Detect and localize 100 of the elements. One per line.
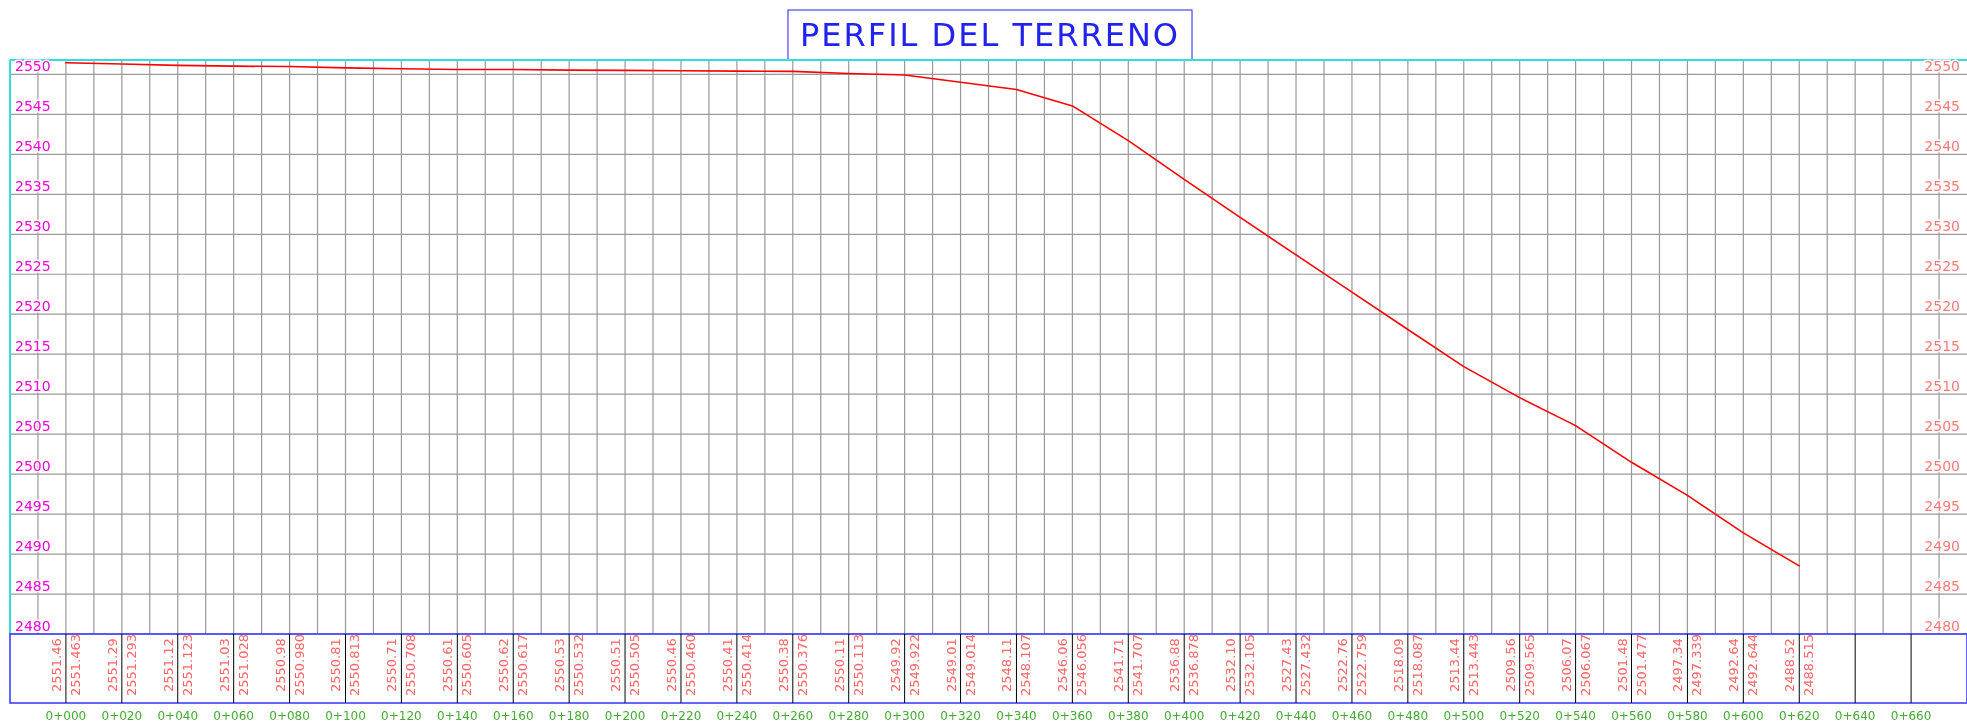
x-tick-label: 0+200 [604,709,646,724]
x-tick-label: 0+180 [548,709,590,724]
y2-tick-label: 2485 [1924,578,1960,595]
x-tick-label: 0+160 [492,709,534,724]
x-tick-label: 0+140 [437,709,478,724]
x-tick-label: 0+300 [884,709,925,724]
data-label: 2550.113 [850,633,866,696]
text: 2551.12 [160,638,176,692]
y-tick-label: 2505 [15,418,51,435]
data-label: 2532.105 [1242,633,1258,696]
x-tick-label: 0+500 [1443,709,1485,724]
x-tick-label: 0+380 [1107,709,1149,724]
text: 2506.07 [1558,638,1574,692]
x-tick-label: 0+040 [157,709,199,724]
text: 2550.62 [496,638,512,692]
text: 2550.38 [775,638,791,692]
x-tick-label: 0+480 [1387,709,1429,724]
text: 2550.98 [272,638,288,692]
y2-tick-label: 2540 [1924,138,1960,155]
x-tick-label: 0+660 [1890,709,1932,724]
data-label: 2548.107 [1018,633,1034,696]
y2-tick-label: 2480 [1924,618,1960,634]
data-label: 2492.644 [1745,633,1761,696]
text: 2509.56 [1502,638,1518,692]
data-label: 2551.028 [235,633,251,696]
text: 2550.61 [440,638,456,692]
data-label: 2550.980 [291,633,307,696]
data-label: 2550.414 [738,633,754,696]
x-tick-label: 0+260 [772,709,814,724]
text: 2527.43 [1279,638,1295,692]
text: 2551.46 [48,638,64,692]
text: 2522.76 [1334,638,1350,692]
x-tick-label: 0+420 [1219,709,1261,724]
y-tick-label: 2495 [15,498,51,515]
text: 2549.92 [887,638,903,692]
x-tick-label: 0+000 [45,709,87,724]
x-tick-label: 0+360 [1052,709,1093,724]
text: 2513.44 [1446,638,1462,692]
y-tick-label: 2530 [15,218,51,235]
text: 2518.09 [1390,638,1406,692]
data-label: 2541.707 [1130,633,1146,696]
y-tick-label: 2540 [15,138,51,155]
text: 2550.11 [831,638,847,692]
y2-tick-label: 2490 [1924,538,1960,555]
data-label: 2550.505 [627,633,643,696]
text: 2550.71 [384,638,400,692]
text: 2550.46 [663,638,679,692]
text: 2488.52 [1782,638,1798,692]
x-tick-label: 0+640 [1834,709,1876,724]
x-tick-label: 0+540 [1555,709,1596,724]
x-tick-label: 0+020 [101,709,143,724]
y2-tick-label: 2530 [1924,218,1960,235]
x-tick-label: 0+080 [269,709,310,724]
y-tick-label: 2515 [15,338,51,355]
text: 2497.34 [1670,638,1686,692]
data-label: 2522.759 [1353,633,1369,696]
data-label: 2550.813 [347,633,363,696]
data-label: 2488.515 [1801,633,1817,696]
x-tick-label: 0+220 [660,709,702,724]
data-label: 2509.565 [1521,633,1537,696]
y-tick-label: 2500 [15,458,51,475]
data-label: 2550.460 [682,633,698,696]
text: 2541.71 [1111,638,1127,692]
y2-tick-label: 2500 [1924,458,1960,475]
y-tick-label: 2490 [15,538,51,555]
x-tick-label: 0+400 [1163,709,1205,724]
x-tick-label: 0+120 [381,709,422,724]
y-tick-label: 2485 [15,578,51,595]
text: 2546.06 [1055,638,1071,692]
x-tick-label: 0+620 [1778,709,1820,724]
y2-tick-label: 2515 [1924,338,1960,355]
y2-tick-label: 2550 [1924,58,1960,75]
data-label: 2513.443 [1465,633,1481,696]
x-tick-label: 0+440 [1275,709,1317,724]
x-tick-label: 0+580 [1667,709,1708,724]
x-tick-label: 0+060 [213,709,254,724]
x-tick-label: 0+560 [1611,709,1652,724]
data-label: 2550.376 [794,633,810,696]
y2-tick-label: 2520 [1924,298,1960,315]
x-tick-label: 0+280 [828,709,870,724]
data-label: 2550.617 [515,633,531,696]
x-tick-label: 0+460 [1331,709,1373,724]
data-label: 2551.293 [123,633,139,696]
text: 2550.81 [328,638,344,692]
data-label: 2551.463 [67,633,83,696]
x-tick-label: 0+100 [325,709,366,724]
data-label: 2501.477 [1633,633,1649,696]
y2-tick-label: 2545 [1924,98,1960,115]
data-label: 2549.014 [962,633,978,696]
text: 2536.88 [1167,638,1183,692]
x-tick-label: 0+600 [1723,709,1764,724]
y-tick-label: 2525 [15,258,51,275]
x-tick-label: 0+340 [996,709,1037,724]
data-label: 2550.605 [459,633,475,696]
y-tick-label: 2545 [15,98,51,115]
y2-tick-label: 2535 [1924,178,1960,195]
data-label: 2550.532 [571,633,587,696]
data-label: 2551.123 [179,633,195,696]
data-label: 2536.878 [1186,633,1202,696]
text: 2501.48 [1614,638,1630,692]
